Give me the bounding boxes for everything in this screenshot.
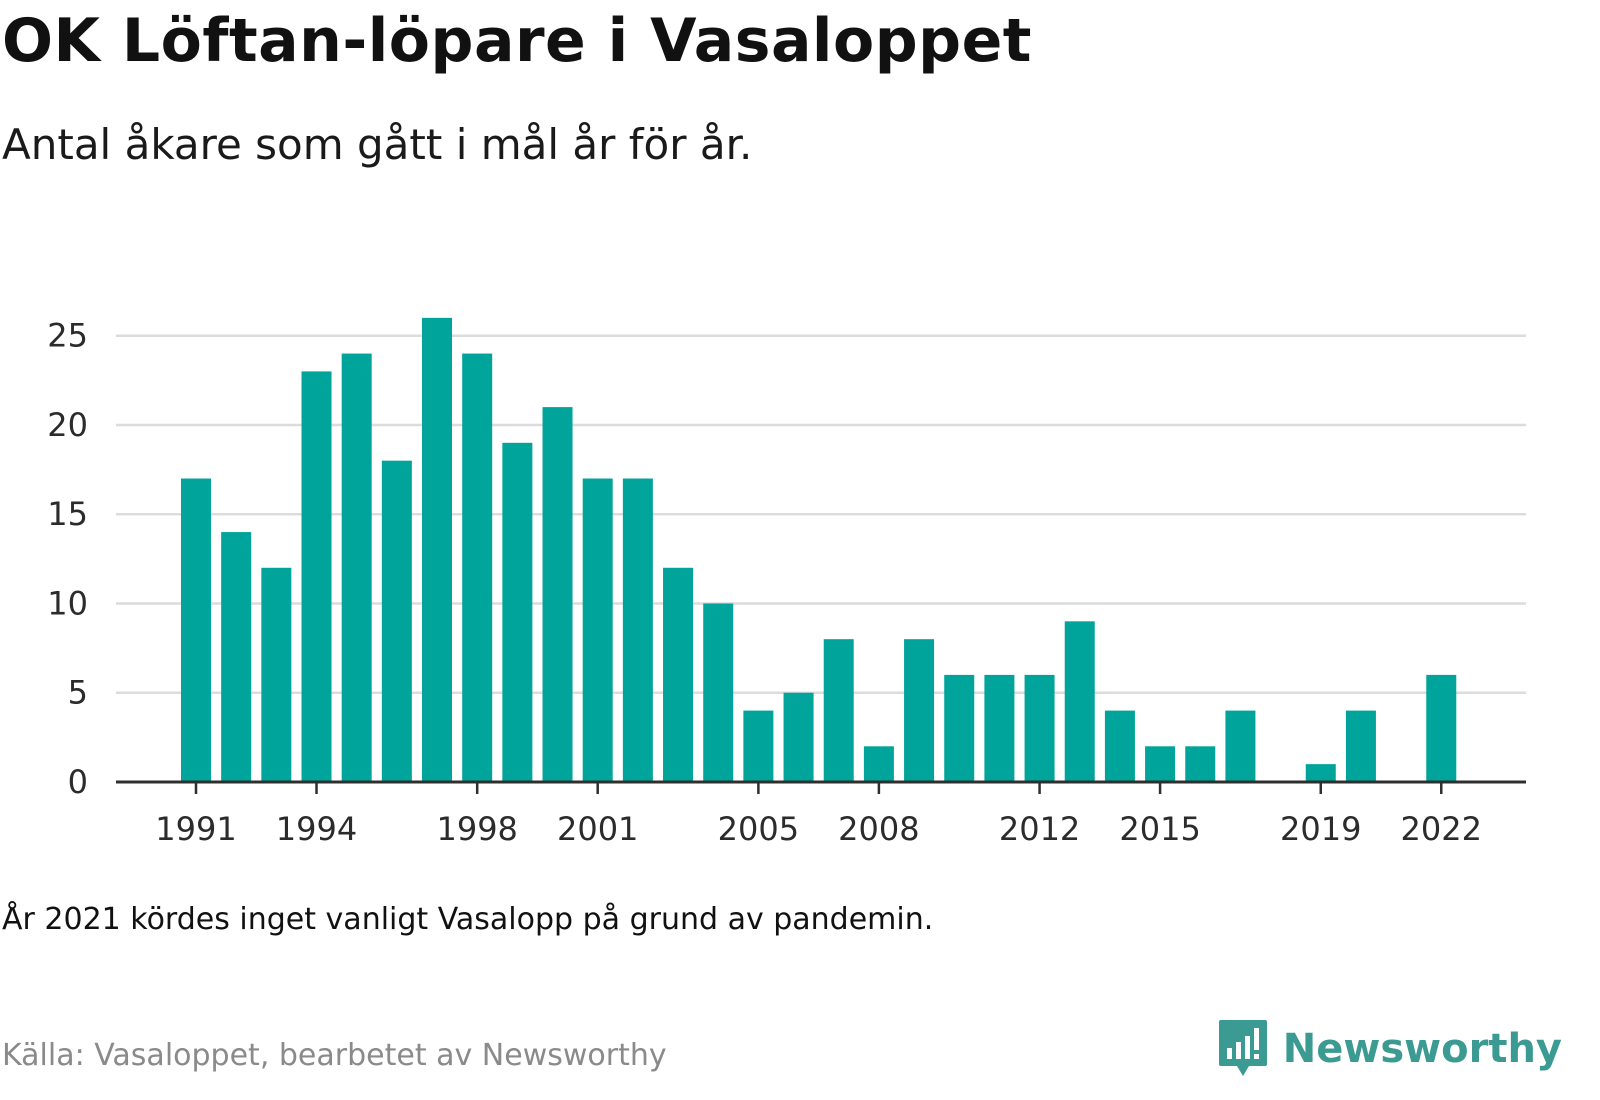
- y-axis-ticks: 0 5 10 15 20 25: [47, 317, 88, 801]
- bar-2019: [1305, 764, 1336, 782]
- y-tick-label-0: 0: [68, 763, 88, 801]
- bar-1999: [502, 442, 533, 782]
- bar-1996: [381, 460, 412, 782]
- bar-1993: [261, 567, 292, 782]
- x-tick-label-2001: 2001: [557, 810, 638, 848]
- bar-2013: [1064, 621, 1095, 782]
- bar-2022: [1426, 674, 1457, 782]
- bar-1998: [462, 353, 493, 782]
- x-axis-ticks: 1991 1994 1998 2001 2005 2008 2012 2015 2019 2022: [155, 782, 1482, 848]
- x-tick-label-2005: 2005: [718, 810, 799, 848]
- bar-2010: [944, 674, 975, 782]
- bar-2020: [1345, 710, 1376, 782]
- y-tick-label-15: 15: [47, 495, 88, 533]
- y-tick-label-20: 20: [47, 406, 88, 444]
- bar-2015: [1145, 746, 1176, 782]
- x-tick-label-2012: 2012: [999, 810, 1080, 848]
- x-tick-label-2015: 2015: [1119, 810, 1200, 848]
- bar-1992: [221, 532, 252, 782]
- chart-subtitle: Antal åkare som gått i mål år för år.: [2, 120, 753, 169]
- bar-2006: [783, 692, 814, 782]
- bar-2004: [703, 603, 734, 782]
- x-tick-label-2019: 2019: [1280, 810, 1361, 848]
- bar-2002: [622, 478, 653, 782]
- x-tick-label-1991: 1991: [155, 810, 236, 848]
- x-tick-label-1994: 1994: [276, 810, 357, 848]
- bar-2012: [1024, 674, 1055, 782]
- x-tick-label-2008: 2008: [838, 810, 919, 848]
- source-credit: Källa: Vasaloppet, bearbetet av Newswort…: [2, 1038, 667, 1073]
- x-tick-label-1998: 1998: [436, 810, 517, 848]
- footnote: År 2021 kördes inget vanligt Vasalopp på…: [2, 902, 934, 937]
- y-tick-label-5: 5: [68, 674, 88, 712]
- y-tick-label-10: 10: [47, 584, 88, 622]
- newsworthy-logo: Newsworthy: [1217, 1018, 1562, 1080]
- bar-1994: [301, 371, 332, 782]
- logo-text: Newsworthy: [1282, 1026, 1562, 1072]
- bar-2001: [582, 478, 613, 782]
- bar-2000: [542, 407, 573, 782]
- y-tick-label-25: 25: [47, 317, 88, 355]
- bar-2007: [823, 639, 854, 782]
- bar-1991: [181, 478, 211, 782]
- bar-2008: [863, 746, 894, 782]
- newsworthy-chart-bubble-icon: [1218, 1020, 1267, 1076]
- bar-chart: 0 5 10 15 20 25 1991 1994 1998 2001 2005 2008 2012 2…: [47, 317, 1526, 848]
- bar-2016: [1185, 746, 1216, 782]
- bars: [181, 317, 1457, 782]
- x-tick-label-2022: 2022: [1401, 810, 1482, 848]
- bar-2014: [1104, 710, 1135, 782]
- bar-2003: [663, 567, 694, 782]
- chart-title: OK Löftan-löpare i Vasaloppet: [2, 6, 1032, 76]
- bar-2009: [904, 639, 935, 782]
- bar-2011: [984, 674, 1015, 782]
- bar-2005: [743, 710, 774, 782]
- bar-1995: [341, 353, 372, 782]
- bar-1997: [422, 317, 453, 782]
- bar-2017: [1225, 710, 1256, 782]
